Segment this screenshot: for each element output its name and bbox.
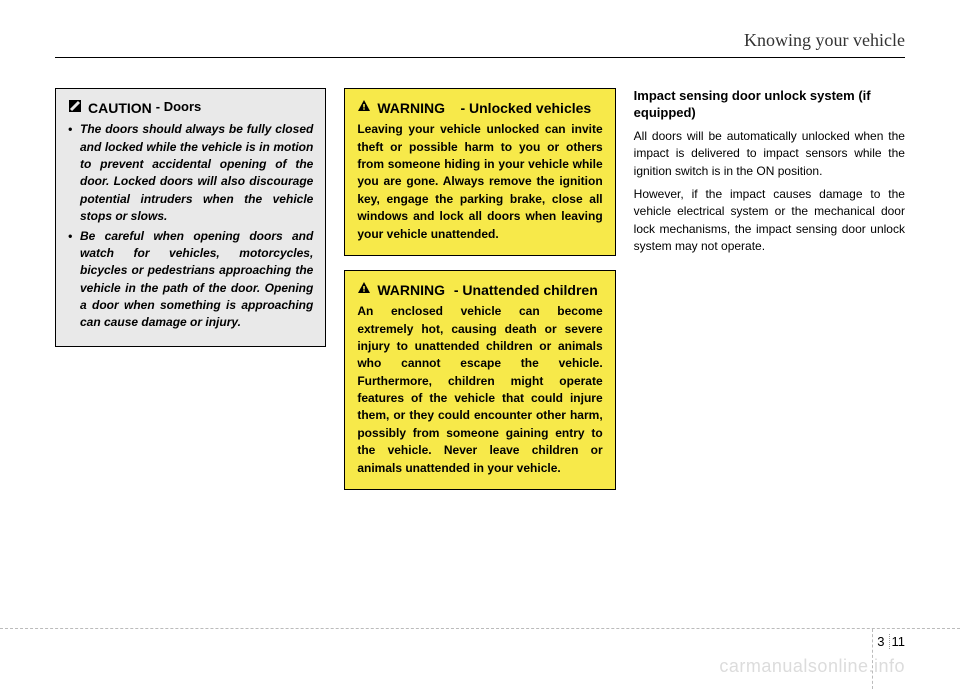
column-2: WARNING - Unlocked vehicles Leaving your… <box>344 88 615 504</box>
warning-title: WARNING - Unattended children <box>357 281 602 299</box>
page-number: 11 <box>892 634 906 649</box>
watermark: carmanualsonline.info <box>719 656 905 677</box>
caution-item: Be careful when opening doors and watch … <box>68 228 313 332</box>
caution-box-doors: CAUTION - Doors The doors should always … <box>55 88 326 347</box>
warning-topic: - Unattended children <box>449 281 603 299</box>
column-3: Impact sensing door unlock system (if eq… <box>634 88 905 504</box>
caution-title: CAUTION - Doors <box>68 99 313 117</box>
chapter-number: 3 <box>877 634 889 649</box>
warning-title: WARNING - Unlocked vehicles <box>357 99 602 117</box>
caution-icon <box>68 99 84 113</box>
page-header: Knowing your vehicle <box>55 30 905 58</box>
caution-list: The doors should always be fully closed … <box>68 121 313 332</box>
warning-box-unlocked: WARNING - Unlocked vehicles Leaving your… <box>344 88 615 256</box>
footer-divider-horizontal <box>0 628 960 629</box>
warning-label: WARNING <box>377 99 445 117</box>
column-1: CAUTION - Doors The doors should always … <box>55 88 326 504</box>
header-title: Knowing your vehicle <box>744 30 905 50</box>
section-paragraph: All doors will be automatically unlocked… <box>634 128 905 180</box>
caution-topic: - Doors <box>156 99 202 116</box>
section-paragraph: However, if the impact causes damage to … <box>634 186 905 256</box>
warning-body: Leaving your vehicle unlocked can invite… <box>357 121 602 243</box>
content-columns: CAUTION - Doors The doors should always … <box>55 88 905 504</box>
warning-body: An enclosed vehicle can become extremely… <box>357 303 602 477</box>
warning-topic: - Unlocked vehicles <box>449 99 603 117</box>
warning-box-children: WARNING - Unattended children An enclose… <box>344 270 615 490</box>
page-footer: 311 <box>877 634 905 649</box>
warning-icon <box>357 99 373 113</box>
caution-label: CAUTION <box>88 99 152 117</box>
section-heading: Impact sensing door unlock system (if eq… <box>634 88 905 122</box>
warning-icon <box>357 281 373 295</box>
caution-item: The doors should always be fully closed … <box>68 121 313 225</box>
warning-label: WARNING <box>377 281 445 299</box>
